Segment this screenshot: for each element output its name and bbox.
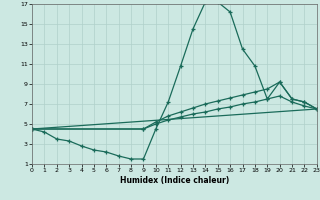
X-axis label: Humidex (Indice chaleur): Humidex (Indice chaleur)	[120, 176, 229, 185]
